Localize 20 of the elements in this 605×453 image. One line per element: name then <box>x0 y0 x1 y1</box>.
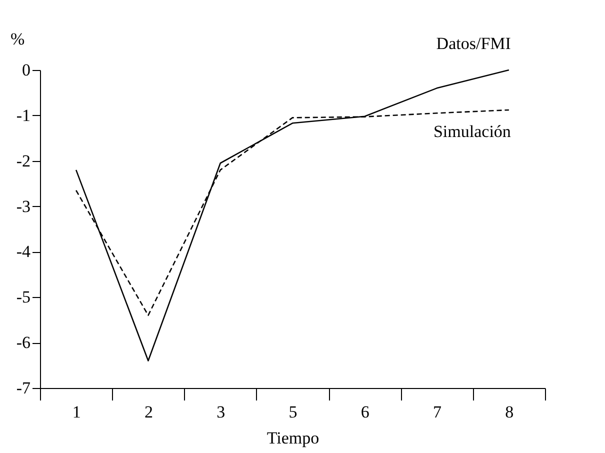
y-axis-title: % <box>10 30 25 48</box>
x-tick-label: 8 <box>505 402 514 422</box>
y-tick-label: -7 <box>16 378 31 398</box>
x-tick-label: 5 <box>288 402 298 422</box>
y-tick-label: -1 <box>16 106 30 125</box>
series-label: Datos/FMI <box>436 34 512 53</box>
y-tick-label: -3 <box>16 196 30 216</box>
x-axis-title: Tiempo <box>266 428 320 448</box>
x-tick-label: 2 <box>144 402 153 422</box>
y-tick-label: -4 <box>16 242 31 262</box>
series-label: Simulación <box>433 122 512 141</box>
y-tick-label: -6 <box>16 333 30 352</box>
x-tick-label: 7 <box>433 402 442 422</box>
x-tick-label: 1 <box>72 402 81 422</box>
x-tick-label: 6 <box>360 402 370 422</box>
line-series <box>75 69 510 362</box>
y-tick-label: -2 <box>16 151 30 170</box>
y-tick-label: 0 <box>22 60 30 80</box>
y-tick-label: -5 <box>16 288 30 307</box>
x-tick-label: 3 <box>216 402 226 422</box>
